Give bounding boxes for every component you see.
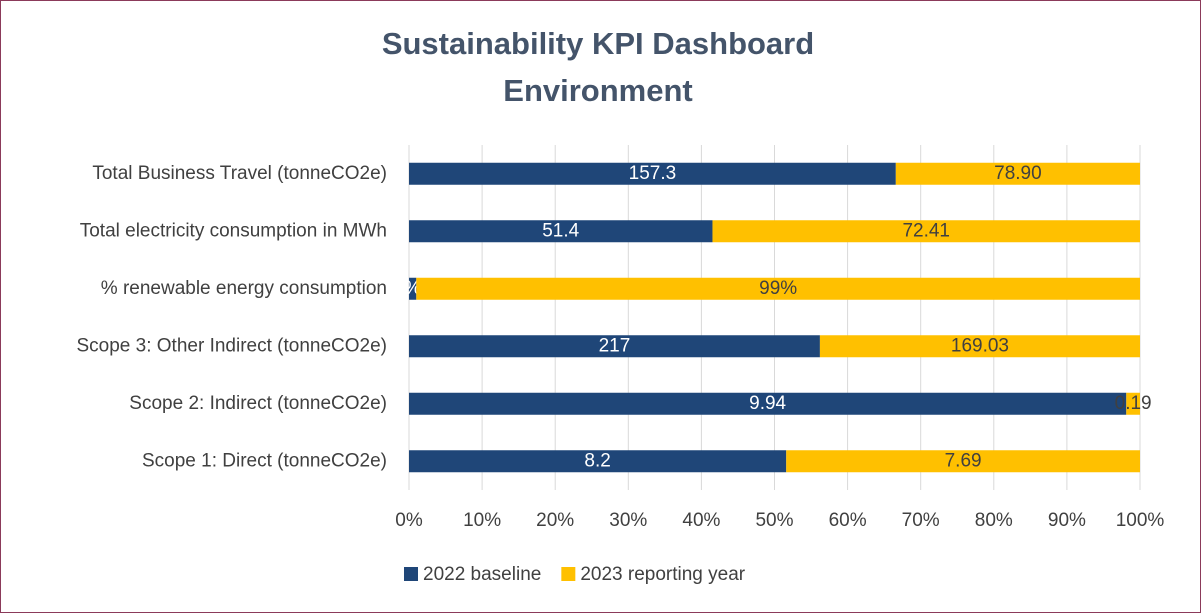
data-label: 7.69 [945,450,982,471]
y-tick-label: Scope 2: Indirect (tonneCO2e) [129,393,387,414]
y-tick-label: Scope 1: Direct (tonneCO2e) [142,450,387,471]
data-label: 8.2 [584,450,610,471]
data-label: 72.41 [902,220,950,241]
data-label: 9.94 [749,393,786,414]
bar-segment [409,392,1127,415]
y-tick-label: Scope 3: Other Indirect (tonneCO2e) [77,335,388,356]
chart-title: Sustainability KPI Dashboard [382,26,814,61]
x-tick-label: 50% [755,510,793,531]
y-tick-label: % renewable energy consumption [101,278,387,299]
x-tick-label: 70% [902,510,940,531]
x-tick-label: 30% [609,510,647,531]
data-label: 169.03 [951,335,1009,356]
bar-segment [409,162,896,185]
data-label: 99% [759,278,797,299]
legend-swatch [404,567,418,581]
bar-segment [409,220,713,243]
bar-segment [819,335,1140,358]
y-tick-label: Total Business Travel (tonneCO2e) [92,163,387,184]
data-label: 51.4 [542,220,579,241]
bar-segment [409,450,787,473]
bar-segment [895,162,1140,185]
legend-label: 2023 reporting year [580,564,745,585]
data-label: 217 [599,335,631,356]
x-tick-label: 60% [829,510,867,531]
x-tick-label: 0% [395,510,423,531]
x-tick-label: 80% [975,510,1013,531]
data-label: 78.90 [994,163,1042,184]
bar-segment [409,277,417,300]
y-tick-label: Total electricity consumption in MWh [80,220,387,241]
bar-segment [712,220,1140,243]
x-tick-label: 40% [682,510,720,531]
legend-label: 2022 baseline [423,564,541,585]
x-tick-label: 100% [1116,510,1165,531]
legend-swatch [561,567,576,581]
x-tick-label: 10% [463,510,501,531]
x-tick-label: 20% [536,510,574,531]
x-tick-label: 90% [1048,510,1086,531]
bar-segment [409,335,820,358]
chart-subtitle: Environment [503,73,692,108]
data-label: 157.3 [629,163,677,184]
bar-segment [1126,392,1140,415]
data-label: 0.19 [1115,393,1152,414]
bar-segment [786,450,1140,473]
bar-segment [416,277,1140,300]
